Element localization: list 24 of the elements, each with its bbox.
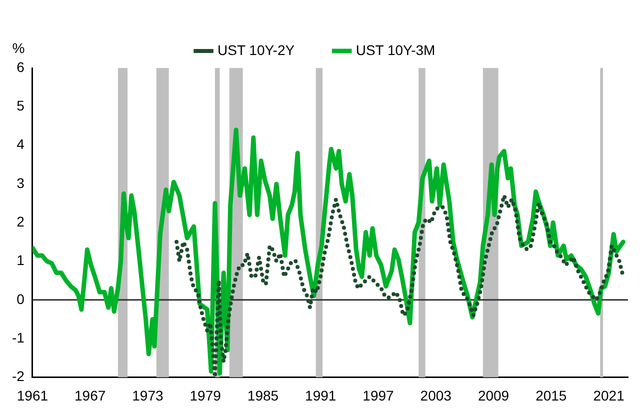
y-tick-label: 4 xyxy=(16,136,25,152)
y-axis-title: % xyxy=(12,40,25,56)
y-tick-label: 6 xyxy=(16,58,25,75)
x-tick-label: 1973 xyxy=(132,387,164,404)
x-tick-label: 2003 xyxy=(420,387,452,404)
x-tick-label: 2009 xyxy=(478,387,510,404)
x-tick-label: 1997 xyxy=(362,387,394,404)
y-tick-label: -2 xyxy=(12,368,25,384)
x-tick-label: 1967 xyxy=(74,387,106,404)
y-tick-label: 0 xyxy=(16,290,25,307)
y-tick-label: -1 xyxy=(12,329,25,346)
x-tick-label: 2015 xyxy=(536,387,567,404)
y-tick-label: 5 xyxy=(16,98,25,114)
y-tick-label: 3 xyxy=(16,174,25,191)
x-tick-label: 2021 xyxy=(593,387,625,404)
x-tick-label: 1991 xyxy=(305,387,336,404)
y-tick-label: 1 xyxy=(16,252,25,268)
legend-label: UST 10Y-3M xyxy=(356,42,436,58)
x-tick-label: 1985 xyxy=(247,387,279,404)
y-tick-label: 2 xyxy=(16,213,25,230)
line-series xyxy=(174,194,626,378)
x-tick-label: 1961 xyxy=(16,387,48,404)
legend-label: UST 10Y-2Y xyxy=(218,42,296,58)
x-tick-label: 1979 xyxy=(190,387,222,404)
